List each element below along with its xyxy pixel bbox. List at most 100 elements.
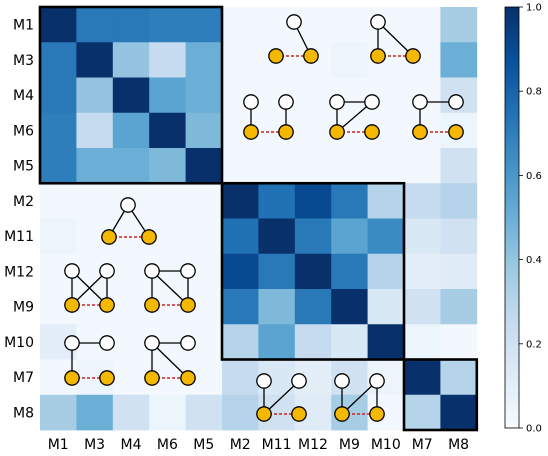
- colorbar-tick-label: 1.0: [526, 3, 542, 14]
- motif-node-yellow: [64, 370, 80, 386]
- motif-node-white: [334, 373, 350, 389]
- motif-edge: [341, 380, 378, 415]
- x-tick-label: M8: [448, 437, 469, 453]
- heatmap-cell: [404, 218, 441, 255]
- heatmap-cell: [112, 42, 150, 78]
- y-tick-label: M6: [13, 123, 34, 139]
- motif-node-yellow: [303, 48, 319, 64]
- motif-node-white: [243, 94, 259, 110]
- heatmap-cell: [185, 183, 223, 219]
- heatmap-cell: [367, 324, 405, 360]
- heatmap-cell: [331, 218, 368, 255]
- cluster-blocks: [38, 5, 479, 432]
- motif-edge: [71, 270, 108, 306]
- colorbar-tick-label: 0.6: [526, 171, 542, 182]
- colorbar-tick-label: 0.4: [526, 255, 542, 266]
- motif-node-white: [144, 263, 160, 279]
- heatmap-cell: [404, 148, 441, 184]
- heatmap-cell: [149, 77, 186, 114]
- heatmap-cell: [149, 112, 186, 149]
- heatmap-cell: [440, 7, 478, 43]
- x-tick-label: M12: [298, 437, 328, 453]
- y-tick-label: M12: [4, 264, 34, 280]
- y-tick-label: M3: [13, 53, 34, 69]
- motif-node-yellow: [144, 297, 160, 313]
- heatmap-cell: [294, 324, 332, 360]
- heatmap-cell: [76, 183, 114, 219]
- motif-node-yellow: [364, 124, 380, 140]
- heatmap-cell: [294, 289, 332, 325]
- heatmap-cell: [294, 112, 332, 149]
- heatmap-cell: [258, 253, 296, 290]
- heatmap-cell: [404, 289, 441, 325]
- cluster-block-outline: [402, 358, 479, 432]
- heatmap-cell: [112, 359, 150, 396]
- motif-node-white: [64, 263, 80, 279]
- motif-node-yellow: [370, 48, 386, 64]
- heatmap-cell: [76, 7, 114, 43]
- motif-node-white: [180, 263, 196, 279]
- x-tick-label: M11: [262, 437, 292, 453]
- heatmap-cell: [222, 289, 259, 325]
- heatmap-cell: [404, 7, 441, 43]
- heatmap-cell: [258, 183, 296, 219]
- heatmap-cell: [294, 218, 332, 255]
- heatmap-cell: [149, 148, 186, 184]
- heatmap-cell: [440, 289, 478, 325]
- heatmap-cell: [40, 42, 77, 78]
- heatmap-cell: [331, 289, 368, 325]
- heatmap-cell: [112, 289, 150, 325]
- colorbar-tick-label: 0.0: [526, 424, 542, 435]
- heatmap-cell: [222, 42, 259, 78]
- heatmap-cell: [404, 183, 441, 219]
- motif-edge: [377, 21, 414, 57]
- heatmap-cell: [367, 253, 405, 290]
- heatmap-cell: [367, 218, 405, 255]
- heatmap-cell: [331, 148, 368, 184]
- heatmap-cell: [367, 148, 405, 184]
- motif-node-white: [370, 14, 386, 30]
- y-tick-labels: M1 M3 M4 M6 M5 M2 M11 M12 M9 M10 M7 M8: [4, 18, 34, 422]
- heatmap-cell: [149, 394, 186, 431]
- heatmap-cell: [149, 7, 186, 43]
- y-tick-label: M11: [4, 229, 34, 245]
- motif-node-white: [144, 335, 160, 351]
- heatmap-cell: [440, 218, 478, 255]
- heatmap-cell: [222, 7, 259, 43]
- heatmap-cell: [112, 394, 150, 431]
- heatmap-cell: [331, 324, 368, 360]
- motif-node-yellow: [180, 370, 196, 386]
- heatmap-cell: [440, 394, 478, 431]
- heatmap-cell: [222, 183, 259, 219]
- heatmap-cell: [294, 77, 332, 114]
- motif-node-white: [329, 94, 345, 110]
- heatmap-cell: [76, 148, 114, 184]
- x-tick-label: M4: [121, 437, 142, 453]
- motif-graph: [256, 373, 307, 422]
- x-tick-label: M3: [84, 437, 105, 453]
- colorbar-gradient: [504, 6, 520, 429]
- motif-graph: [334, 373, 385, 422]
- motif-illustrations: [64, 14, 464, 422]
- motif-graph: [64, 335, 115, 386]
- motif-node-white: [364, 94, 380, 110]
- x-tick-label: M9: [339, 437, 360, 453]
- heatmap-cell: [76, 394, 114, 431]
- motif-graph: [64, 263, 115, 313]
- motif-node-yellow: [64, 297, 80, 313]
- heatmap-cell: [112, 324, 150, 360]
- motif-graph: [243, 94, 294, 140]
- heatmap-cell: [440, 42, 478, 78]
- motif-node-yellow: [99, 370, 115, 386]
- heatmap-cell: [222, 324, 259, 360]
- heatmap-cell: [404, 359, 441, 396]
- motif-node-yellow: [448, 124, 464, 140]
- heatmap-cell: [185, 42, 223, 78]
- heatmap-cell: [258, 218, 296, 255]
- heatmap-cell: [258, 289, 296, 325]
- x-tick-label: M5: [193, 437, 214, 453]
- motif-node-yellow: [180, 297, 196, 313]
- motif-edge: [263, 380, 300, 415]
- motif-node-white: [99, 335, 115, 351]
- x-tick-labels: M1 M3 M4 M6 M5 M2 M11 M12 M9 M10 M7 M8: [48, 437, 469, 453]
